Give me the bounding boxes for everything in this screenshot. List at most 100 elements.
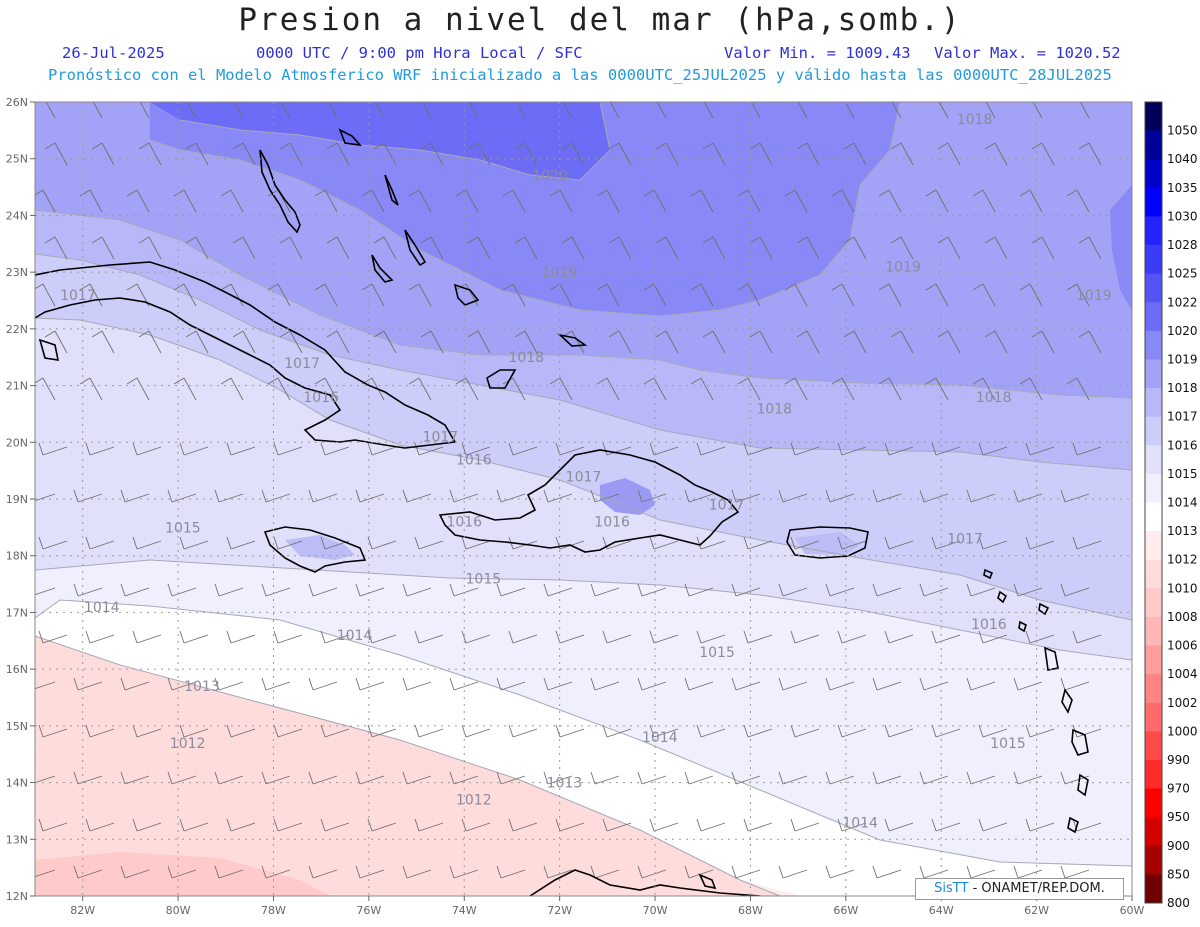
wind-barb (120, 583, 150, 597)
wind-barb (44, 236, 68, 260)
wind-barb (890, 236, 914, 260)
wind-barb (1060, 583, 1090, 597)
wind-barb (44, 330, 68, 354)
wind-barb (790, 536, 820, 550)
wind-barb (461, 630, 491, 644)
wind-barb (91, 142, 115, 166)
coast-bahamas-2 (371, 254, 394, 283)
credit-box: SisTT - ONAMET/REP.DOM. (915, 878, 1124, 900)
wind-barb (508, 630, 538, 644)
y-tick-label: 23N (6, 266, 28, 279)
legend-swatch (1145, 445, 1162, 475)
wind-barb (549, 189, 573, 213)
wind-barb (496, 583, 526, 597)
legend-swatch (1145, 531, 1162, 561)
wind-barb (132, 818, 162, 832)
isobar-label: 1016 (971, 617, 1007, 633)
coast-lesser-antilles-8 (997, 590, 1008, 604)
wind-barb (978, 442, 1008, 456)
isobar-label: 1016 (594, 515, 630, 531)
forecast-date: 26-Jul-2025 (62, 44, 165, 62)
isobar-1016 (35, 253, 1132, 471)
x-tick-label: 70W (643, 904, 668, 917)
wind-barb (85, 818, 115, 832)
wind-barb (367, 818, 397, 832)
wind-barb (550, 102, 573, 119)
wind-barb (878, 377, 902, 401)
wind-barb (173, 189, 197, 213)
wind-barb (273, 818, 303, 832)
wind-barb (926, 102, 949, 119)
wind-barb (402, 489, 432, 503)
wind-barb (132, 724, 162, 738)
wind-barb (408, 189, 432, 213)
isobar-label: 1017 (423, 430, 459, 446)
wind-barb (126, 189, 150, 213)
wind-barb (884, 818, 914, 832)
legend-label: 1016 (1167, 438, 1198, 452)
wind-barb (73, 771, 103, 785)
wind-barb (267, 283, 291, 307)
wind-barb (261, 677, 291, 691)
wind-barb (220, 283, 244, 307)
legend-swatch (1145, 130, 1162, 160)
wind-barb (1013, 489, 1043, 503)
wind-barb (503, 102, 526, 119)
wind-barb (1072, 442, 1102, 456)
grid-lines (35, 102, 1132, 896)
isobar-labels: 1018 1020 1019 1019 1019 1017 1017 1018 1016 1018… (60, 112, 1112, 831)
wind-barb (925, 283, 949, 307)
wind-barb (120, 677, 150, 691)
wind-barb (38, 442, 68, 456)
isobar-label: 1014 (337, 628, 373, 644)
wind-barb (320, 442, 350, 456)
wind-barb (937, 142, 961, 166)
isobar-1017 (35, 209, 1132, 399)
wind-barb (690, 189, 714, 213)
wind-barb (1025, 630, 1055, 644)
wind-barb (649, 724, 679, 738)
wind-barb (543, 771, 573, 785)
legend-swatch (1145, 559, 1162, 589)
y-tick-label: 26N (6, 96, 28, 109)
wind-barb (655, 236, 679, 260)
wind-barb (514, 142, 538, 166)
wind-barb (931, 630, 961, 644)
wind-barb (831, 189, 855, 213)
wind-barb (1078, 236, 1102, 260)
wind-barb (749, 236, 773, 260)
x-tick-label: 82W (70, 904, 95, 917)
legend-label: 1012 (1167, 553, 1198, 567)
wind-barb (643, 377, 667, 401)
wind-barb (232, 236, 256, 260)
wind-barb (449, 583, 479, 597)
y-tick-label: 24N (6, 209, 28, 222)
x-tick-label: 62W (1024, 904, 1049, 917)
wind-barb (355, 677, 385, 691)
wind-barb (590, 489, 620, 503)
wind-barb (361, 189, 385, 213)
legend-swatch (1145, 845, 1162, 875)
wind-barb (502, 283, 526, 307)
legend-swatch (1145, 502, 1162, 532)
wind-barb (120, 771, 150, 785)
wind-barb (402, 771, 432, 785)
wind-barb (778, 865, 808, 879)
wind-barb (320, 818, 350, 832)
wind-barb (984, 142, 1008, 166)
wind-barb (543, 865, 573, 879)
wind-barb (226, 536, 256, 550)
legend-swatch (1145, 788, 1162, 818)
wind-barb (872, 489, 902, 503)
legend-label: 1020 (1167, 324, 1198, 338)
legend-swatch (1145, 273, 1162, 303)
wind-barb (455, 189, 479, 213)
legend-label: 1040 (1167, 152, 1198, 166)
y-tick-label: 18N (6, 550, 28, 563)
wind-barb (731, 865, 761, 879)
wind-barb (778, 583, 808, 597)
wind-barb (972, 283, 996, 307)
wind-barb (508, 442, 538, 456)
wind-barb (984, 330, 1008, 354)
wind-barb (884, 442, 914, 456)
